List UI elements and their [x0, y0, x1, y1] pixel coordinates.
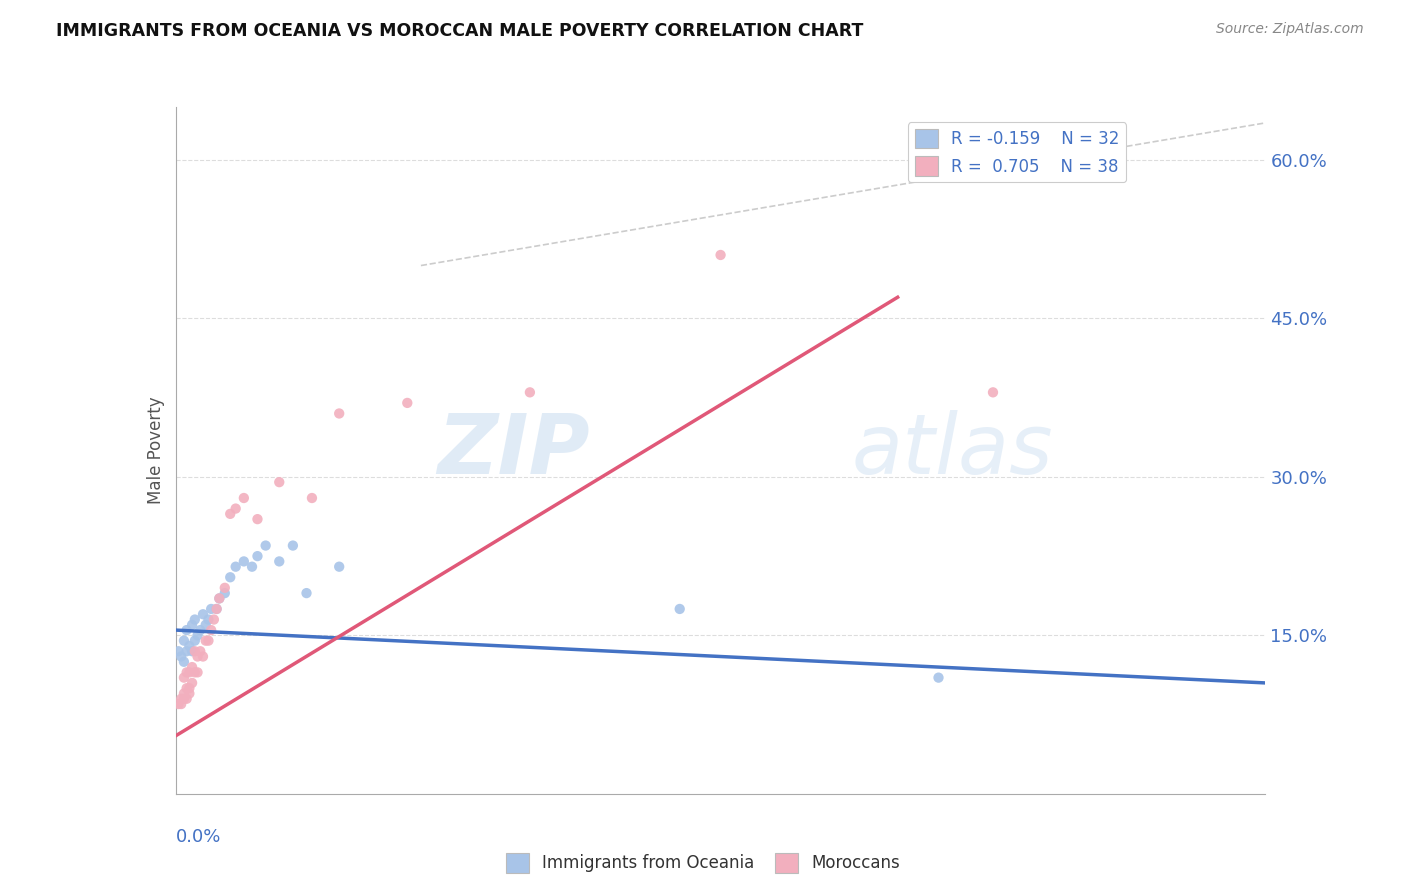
Point — [173, 686, 195, 700]
Text: atlas: atlas — [852, 410, 1053, 491]
Point — [219, 507, 242, 521]
Point — [179, 665, 201, 680]
Point — [205, 602, 228, 616]
Point — [173, 691, 195, 706]
Text: 0.0%: 0.0% — [176, 828, 221, 847]
Point — [181, 617, 204, 632]
Point — [181, 644, 204, 658]
Point — [179, 681, 201, 696]
Point — [181, 660, 204, 674]
Point — [186, 665, 209, 680]
Point — [295, 586, 318, 600]
Point — [176, 644, 198, 658]
Point — [184, 644, 207, 658]
Point — [281, 539, 304, 553]
Point — [328, 559, 350, 574]
Point — [191, 649, 214, 664]
Point — [200, 602, 222, 616]
Point — [173, 655, 195, 669]
Point — [188, 644, 211, 658]
Point — [396, 396, 419, 410]
Point — [269, 475, 291, 490]
Point — [208, 591, 231, 606]
Text: Source: ZipAtlas.com: Source: ZipAtlas.com — [1216, 22, 1364, 37]
Point — [710, 248, 733, 262]
Text: ZIP: ZIP — [437, 410, 591, 491]
Point — [184, 633, 207, 648]
Point — [194, 617, 217, 632]
Point — [225, 559, 247, 574]
Point — [191, 607, 214, 622]
Point — [232, 554, 254, 568]
Point — [194, 633, 217, 648]
Point — [197, 613, 219, 627]
Legend: Immigrants from Oceania, Moroccans: Immigrants from Oceania, Moroccans — [499, 847, 907, 880]
Point — [225, 501, 247, 516]
Point — [184, 613, 207, 627]
Point — [167, 697, 190, 711]
Point — [179, 639, 201, 653]
Point — [176, 691, 198, 706]
Point — [200, 623, 222, 637]
Point — [173, 633, 195, 648]
Point — [170, 697, 193, 711]
Point — [167, 644, 190, 658]
Point — [181, 676, 204, 690]
Text: IMMIGRANTS FROM OCEANIA VS MOROCCAN MALE POVERTY CORRELATION CHART: IMMIGRANTS FROM OCEANIA VS MOROCCAN MALE… — [56, 22, 863, 40]
Point — [186, 649, 209, 664]
Point — [170, 649, 193, 664]
Point — [240, 559, 263, 574]
Point — [214, 586, 236, 600]
Point — [232, 491, 254, 505]
Point — [179, 686, 201, 700]
Point — [188, 623, 211, 637]
Point — [176, 623, 198, 637]
Y-axis label: Male Poverty: Male Poverty — [146, 397, 165, 504]
Point — [328, 407, 350, 421]
Point — [301, 491, 323, 505]
Point — [176, 681, 198, 696]
Point — [219, 570, 242, 584]
Point — [928, 671, 950, 685]
Point — [170, 691, 193, 706]
Point — [519, 385, 541, 400]
Point — [202, 613, 225, 627]
Point — [208, 591, 231, 606]
Point — [981, 385, 1004, 400]
Point — [214, 581, 236, 595]
Point — [246, 549, 269, 563]
Point — [246, 512, 269, 526]
Point — [254, 539, 277, 553]
Point — [176, 665, 198, 680]
Point — [269, 554, 291, 568]
Point — [173, 671, 195, 685]
Point — [197, 633, 219, 648]
Point — [668, 602, 690, 616]
Point — [186, 628, 209, 642]
Point — [205, 602, 228, 616]
Point — [184, 665, 207, 680]
Legend: R = -0.159    N = 32, R =  0.705    N = 38: R = -0.159 N = 32, R = 0.705 N = 38 — [908, 122, 1126, 182]
